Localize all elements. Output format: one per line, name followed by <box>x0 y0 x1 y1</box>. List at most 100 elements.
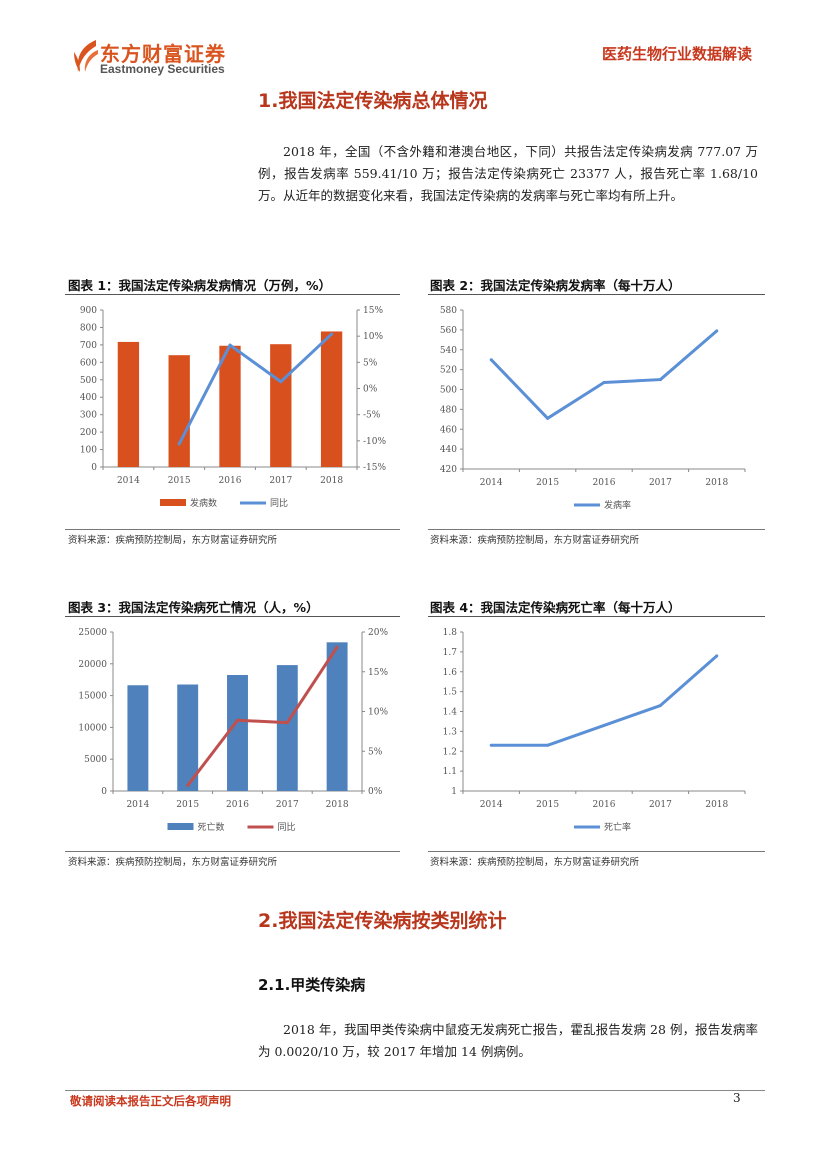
x-tick-label: 2014 <box>126 800 149 810</box>
y-tick-label-left: 540 <box>440 346 457 356</box>
chart-2-bottom-rule <box>428 529 765 530</box>
y-tick-label-left: 15000 <box>78 692 107 702</box>
bar-2018 <box>320 331 343 467</box>
y-tick-label-right: 0% <box>368 787 383 797</box>
x-tick-label: 2017 <box>269 476 292 486</box>
y-tick-label-left: 300 <box>80 411 97 421</box>
data-point-2015 <box>546 743 550 747</box>
section-1-paragraph: 2018 年，全国（不含外籍和港澳台地区，下同）共报告法定传染病发病 777.0… <box>258 144 758 203</box>
legend-label: 死亡数 <box>198 821 225 833</box>
data-point-2017 <box>279 380 283 384</box>
y-tick-label-right: 5% <box>363 358 378 368</box>
y-tick-label-left: 1.4 <box>443 708 458 718</box>
y-tick-label-left: 5000 <box>84 755 107 765</box>
chart-3-bottom-rule <box>65 851 400 852</box>
y-tick-label-left: 1 <box>451 787 457 797</box>
y-tick-label-left: 1.6 <box>443 668 458 678</box>
y-tick-label-left: 25000 <box>78 628 107 638</box>
x-tick-label: 2015 <box>536 800 559 810</box>
x-tick-label: 2016 <box>593 478 616 488</box>
data-point-2016 <box>602 381 606 385</box>
x-tick-label: 2017 <box>649 478 672 488</box>
y-tick-label-left: 500 <box>80 376 97 386</box>
x-tick-label: 2016 <box>593 800 616 810</box>
y-tick-label-left: 600 <box>80 358 97 368</box>
y-tick-label-left: 1.1 <box>443 767 457 777</box>
legend-label: 发病数 <box>190 497 217 509</box>
chart-4-source: 资料来源：疾病预防控制局，东方财富证券研究所 <box>430 857 640 868</box>
y-tick-label-left: 1.5 <box>443 688 458 698</box>
y-tick-label-left: 100 <box>80 446 97 456</box>
data-point-2018 <box>330 332 334 336</box>
bar-2016 <box>227 675 248 791</box>
chart-2: 420 440 460 480 500 520 540 560 580 2014 2015 2016 2… <box>440 306 746 511</box>
y-tick-label-right: -10% <box>363 437 386 447</box>
bar-2014 <box>117 341 140 467</box>
y-tick-label-left: 900 <box>80 306 97 316</box>
chart-2-title: 图表 2：我国法定传染病发病率（每十万人） <box>430 278 681 293</box>
x-tick-label: 2018 <box>705 800 728 810</box>
footer-disclaimer[interactable]: 敬请阅读本报告正文后各项声明 <box>70 1094 231 1108</box>
y-tick-label-left: 10000 <box>78 723 107 733</box>
x-tick-label: 2017 <box>649 800 672 810</box>
x-tick-label: 2014 <box>480 478 503 488</box>
chart-4-bottom-rule <box>428 851 765 852</box>
series-line <box>186 646 339 787</box>
data-point-2018 <box>335 645 339 649</box>
chart-3-top-rule <box>65 616 400 617</box>
y-tick-label-left: 480 <box>440 405 457 415</box>
chart-1-bottom-rule <box>65 529 400 530</box>
y-tick-label-left: 520 <box>440 366 457 376</box>
x-tick-label: 2015 <box>536 478 559 488</box>
report-type: 医药生物行业数据解读 <box>601 45 752 63</box>
legend-label: 发病率 <box>604 499 631 511</box>
data-point-2016 <box>602 723 606 727</box>
y-tick-label-left: 700 <box>80 341 97 351</box>
section-1-title: 1.我国法定传染病总体情况 <box>258 90 488 112</box>
y-tick-label-left: 20000 <box>78 660 107 670</box>
section-2-title: 2.我国法定传染病按类别统计 <box>258 910 507 932</box>
x-tick-label: 2018 <box>326 800 349 810</box>
chart-1-top-rule <box>65 294 400 295</box>
chart-3-source: 资料来源：疾病预防控制局，东方财富证券研究所 <box>68 857 278 868</box>
y-tick-label-left: 1.7 <box>443 648 458 658</box>
y-tick-label-right: -15% <box>363 463 386 473</box>
series-line <box>177 332 333 445</box>
y-tick-label-left: 440 <box>440 445 457 455</box>
footer-rule <box>65 1090 765 1091</box>
y-tick-label-left: 0 <box>101 787 107 797</box>
y-tick-label-left: 420 <box>440 465 457 475</box>
chart-1: 0 100 200 300 400 500 600 700 800 900 -15% -10% -5% 0… <box>80 306 387 509</box>
y-tick-label-left: 400 <box>80 393 97 403</box>
x-tick-label: 2015 <box>176 800 199 810</box>
x-tick-label: 2017 <box>276 800 299 810</box>
section-2-1-title: 2.1.甲类传染病 <box>258 976 366 994</box>
y-tick-label-right: 15% <box>368 668 388 678</box>
series-line <box>490 329 718 420</box>
x-tick-label: 2016 <box>219 476 242 486</box>
chart-4-title: 图表 4：我国法定传染病死亡率（每十万人） <box>430 600 681 615</box>
bar-2014 <box>127 685 149 791</box>
data-point-2017 <box>658 378 662 382</box>
data-point-2014 <box>489 743 493 747</box>
data-point-2016 <box>236 718 239 722</box>
legend-swatch <box>160 499 186 506</box>
y-tick-label-left: 500 <box>440 386 457 396</box>
chart-4: 1 1.1 1.2 1.3 1.4 1.5 1.6 1.7 1.8 2014 2015 2016 201… <box>443 628 746 833</box>
chart-1-source: 资料来源：疾病预防控制局，东方财富证券研究所 <box>68 535 278 546</box>
bar-2015 <box>168 355 190 467</box>
y-tick-label-left: 200 <box>80 428 97 438</box>
y-tick-label-left: 580 <box>440 306 457 316</box>
y-tick-label-right: 15% <box>363 306 383 316</box>
data-point-2017 <box>285 721 289 725</box>
eastmoney-logo-icon <box>74 40 98 72</box>
data-point-2015 <box>177 442 181 446</box>
y-tick-label-left: 460 <box>440 425 457 435</box>
chart-3-title: 图表 3：我国法定传染病死亡情况（人，%） <box>68 600 319 615</box>
legend-label: 同比 <box>278 821 296 833</box>
chart-1-title: 图表 1：我国法定传染病发病情况（万例，%） <box>68 278 332 293</box>
x-tick-label: 2018 <box>320 476 343 486</box>
bar-2018 <box>326 642 348 791</box>
y-tick-label-right: 10% <box>363 332 383 342</box>
legend-label: 死亡率 <box>604 821 631 833</box>
